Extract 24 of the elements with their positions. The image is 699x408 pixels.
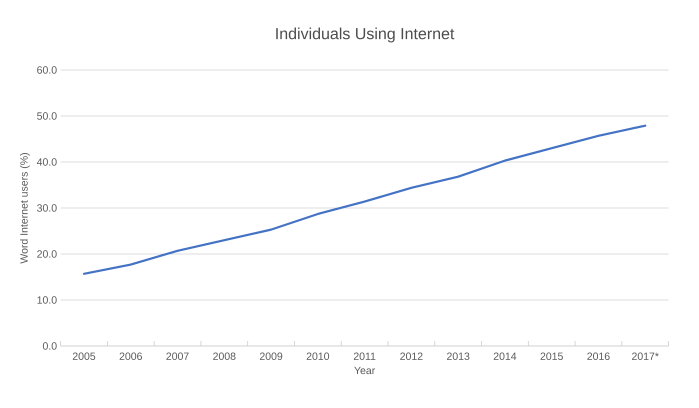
x-axis-title: Year [354, 366, 376, 374]
y-tick-label: 0.0 [42, 342, 57, 350]
x-tick-label: 2013 [447, 352, 470, 360]
y-tick-label: 20.0 [37, 250, 57, 258]
y-tick-label: 40.0 [36, 158, 57, 166]
x-tick-label: 2014 [494, 352, 516, 360]
x-tick-label: 2008 [213, 352, 236, 360]
x-tick-label: 2007 [166, 352, 189, 360]
x-tick-label: 2017* [632, 352, 659, 360]
y-tick-label: 50.0 [37, 112, 57, 120]
y-axis-title: Word Internet users (%) [20, 153, 30, 264]
x-tick-label: 2006 [120, 352, 142, 360]
x-tick-label: 2005 [72, 352, 96, 360]
chart-title: Individuals Using Internet [276, 28, 454, 42]
line-series [82, 124, 646, 275]
y-tick-label: 30.0 [37, 204, 57, 212]
x-tick-label: 2012 [400, 352, 423, 360]
x-tick-label: 2009 [260, 352, 282, 360]
x-tick-label: 2010 [306, 352, 330, 360]
x-tick-label: 2016 [587, 352, 610, 360]
x-tick-label: 2011 [354, 352, 376, 360]
y-tick-label: 10.0 [37, 296, 57, 304]
x-tick-label: 2015 [540, 352, 563, 360]
y-tick-label: 60.0 [37, 66, 57, 74]
